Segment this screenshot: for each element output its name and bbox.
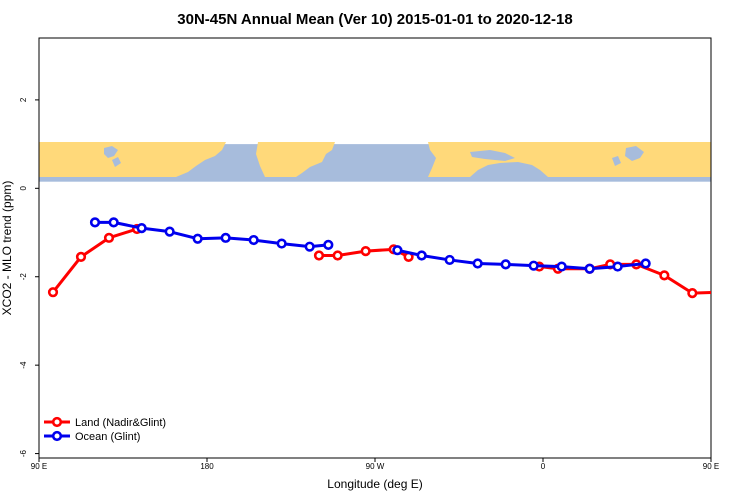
x-tick-label: 0: [541, 462, 546, 471]
data-point-ocean: [640, 258, 651, 269]
legend-label-land: Land (Nadir&Glint): [75, 417, 166, 429]
y-tick-label: 0: [19, 186, 28, 191]
legend-label-ocean: Ocean (Glint): [75, 431, 140, 443]
y-tick-label: -4: [19, 361, 28, 369]
data-point-ocean: [192, 233, 203, 244]
data-point-ocean: [276, 238, 287, 249]
plot-frame: [38, 37, 712, 459]
y-tick-label: -2: [19, 273, 28, 281]
data-point-ocean: [472, 258, 483, 269]
land-north-america: [256, 142, 335, 177]
x-tick-label: 90 E: [703, 462, 719, 471]
data-point-ocean: [304, 241, 315, 252]
y-axis: 2 0 -2 -4 -6: [19, 97, 39, 457]
legend: Land (Nadir&Glint) Ocean (Glint): [44, 416, 166, 443]
data-point-ocean: [612, 261, 623, 272]
chart-title: 30N-45N Annual Mean (Ver 10) 2015-01-01 …: [177, 11, 572, 28]
data-point-ocean: [164, 226, 175, 237]
data-point-ocean: [323, 239, 334, 251]
data-point-land: [313, 250, 325, 261]
data-point-ocean: [136, 223, 147, 234]
data-point-ocean: [220, 232, 231, 243]
series-layer: [47, 217, 750, 299]
data-point-ocean: [556, 261, 567, 272]
data-point-land: [745, 253, 750, 261]
x-tick-label: 90 W: [366, 462, 385, 471]
series-line-land: [51, 227, 138, 294]
data-point-ocean: [392, 245, 403, 256]
land-asia: [39, 142, 226, 177]
series-line-ocean: [397, 248, 646, 271]
data-point-land: [47, 287, 59, 298]
map-land: [39, 142, 711, 177]
land-japan: [104, 146, 118, 158]
data-point-land: [717, 288, 725, 296]
y-axis-label: XCO2 - MLO trend (ppm): [0, 181, 14, 316]
world-map-band: [39, 142, 711, 182]
legend-marker-ocean: [51, 430, 63, 442]
x-tick-label: 90 E: [31, 462, 47, 471]
y-tick-label: -6: [19, 449, 28, 457]
land-europe-africa: [428, 142, 711, 177]
series-line-ocean: [95, 220, 329, 249]
data-point-ocean: [416, 250, 427, 261]
y-tick-label: 2: [19, 97, 28, 102]
x-tick-label: 180: [200, 462, 214, 471]
data-point-ocean: [584, 263, 595, 274]
data-point-land: [360, 245, 371, 257]
data-point-land: [75, 251, 87, 262]
data-point-land: [687, 287, 698, 299]
data-point-land: [332, 250, 343, 261]
x-axis: 90 E 180 90 W 0 90 E: [31, 458, 719, 471]
land-japan-right: [625, 146, 644, 161]
data-point-ocean: [528, 260, 539, 271]
x-axis-label: Longitude (deg E): [327, 477, 422, 491]
data-point-ocean: [500, 259, 511, 270]
data-point-ocean: [248, 234, 259, 246]
data-point-land: [659, 270, 670, 281]
land-korea-right: [612, 156, 621, 166]
data-point-ocean: [108, 217, 119, 228]
land-mediterranean: [470, 150, 515, 161]
data-point-land: [103, 232, 115, 243]
land-japan-island: [112, 157, 121, 167]
data-point-ocean: [444, 254, 455, 266]
data-point-ocean: [89, 217, 101, 228]
legend-marker-land: [51, 416, 63, 428]
series-ocean: [89, 217, 651, 274]
